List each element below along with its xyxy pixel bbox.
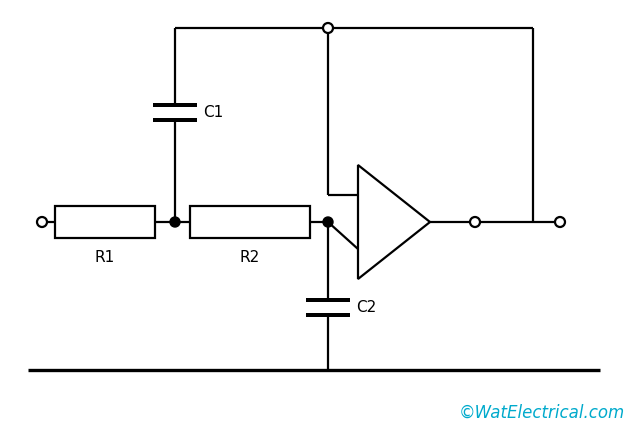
Text: R2: R2 bbox=[240, 250, 260, 265]
Circle shape bbox=[37, 217, 47, 227]
Circle shape bbox=[323, 217, 333, 227]
Circle shape bbox=[470, 217, 480, 227]
Bar bbox=[55, 206, 155, 238]
Bar bbox=[190, 206, 310, 238]
Text: ©WatElectrical.com: ©WatElectrical.com bbox=[458, 404, 625, 422]
Circle shape bbox=[170, 217, 180, 227]
Text: C2: C2 bbox=[356, 300, 376, 315]
Circle shape bbox=[555, 217, 565, 227]
Text: R1: R1 bbox=[95, 250, 115, 265]
Text: C1: C1 bbox=[203, 105, 223, 120]
Circle shape bbox=[323, 23, 333, 33]
